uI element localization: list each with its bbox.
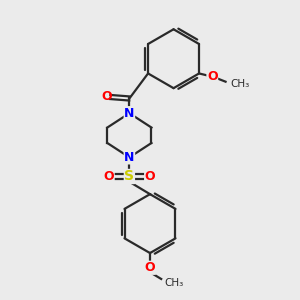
Text: N: N <box>124 151 135 164</box>
Text: S: S <box>124 169 134 184</box>
Text: O: O <box>101 90 112 103</box>
Text: O: O <box>103 170 114 183</box>
Text: O: O <box>145 261 155 274</box>
Text: O: O <box>207 70 217 83</box>
Text: CH₃: CH₃ <box>165 278 184 288</box>
Text: CH₃: CH₃ <box>230 79 249 89</box>
Text: O: O <box>145 170 155 183</box>
Text: N: N <box>124 107 135 120</box>
